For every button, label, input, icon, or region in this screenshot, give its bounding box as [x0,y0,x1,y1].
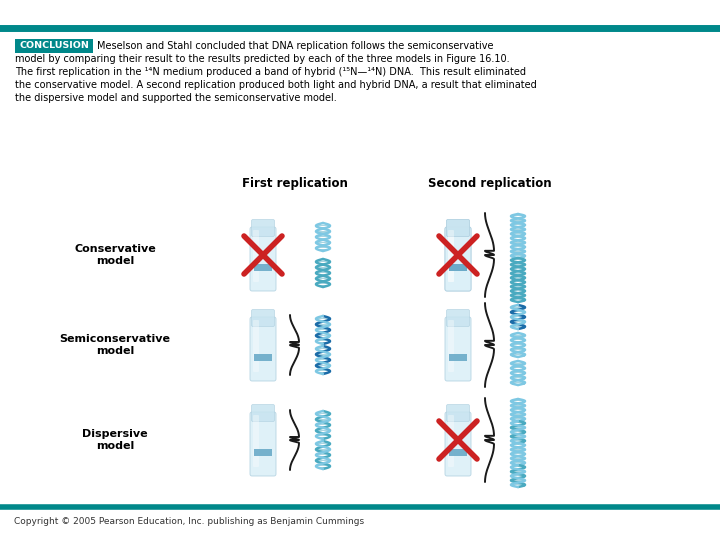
FancyBboxPatch shape [445,412,471,476]
FancyBboxPatch shape [449,449,467,456]
Text: Conservative
model: Conservative model [74,244,156,266]
FancyBboxPatch shape [251,309,274,327]
Text: Copyright © 2005 Pearson Education, Inc. publishing as Benjamin Cummings: Copyright © 2005 Pearson Education, Inc.… [14,517,364,526]
FancyBboxPatch shape [448,320,454,372]
FancyBboxPatch shape [250,317,276,381]
FancyBboxPatch shape [445,227,471,291]
FancyBboxPatch shape [446,404,469,422]
Text: Dispersive
model: Dispersive model [82,429,148,451]
FancyBboxPatch shape [446,219,469,237]
FancyBboxPatch shape [446,309,469,327]
FancyBboxPatch shape [254,354,272,361]
Text: First replication: First replication [242,177,348,190]
Text: Second replication: Second replication [428,177,552,190]
Text: the conservative model. A second replication produced both light and hybrid DNA,: the conservative model. A second replica… [15,80,536,90]
Text: The first replication in the ¹⁴N medium produced a band of hybrid (¹⁵N—¹⁴N) DNA.: The first replication in the ¹⁴N medium … [15,67,526,77]
Text: the dispersive model and supported the semiconservative model.: the dispersive model and supported the s… [15,93,337,103]
Text: Meselson and Stahl concluded that DNA replication follows the semiconservative: Meselson and Stahl concluded that DNA re… [97,41,493,51]
FancyBboxPatch shape [251,404,274,422]
FancyBboxPatch shape [445,317,471,381]
FancyBboxPatch shape [15,39,93,53]
FancyBboxPatch shape [445,227,471,291]
FancyBboxPatch shape [446,219,469,237]
FancyBboxPatch shape [254,449,272,456]
FancyBboxPatch shape [250,412,276,476]
FancyBboxPatch shape [448,415,454,467]
FancyBboxPatch shape [253,320,259,372]
FancyBboxPatch shape [254,264,272,271]
FancyBboxPatch shape [448,230,454,282]
FancyBboxPatch shape [448,230,454,282]
FancyBboxPatch shape [253,230,259,282]
FancyBboxPatch shape [449,264,467,271]
FancyBboxPatch shape [253,415,259,467]
Text: Semiconservative
model: Semiconservative model [60,334,171,356]
Text: CONCLUSION: CONCLUSION [19,42,89,51]
Text: model by comparing their result to the results predicted by each of the three mo: model by comparing their result to the r… [15,54,510,64]
FancyBboxPatch shape [250,227,276,291]
FancyBboxPatch shape [251,219,274,237]
FancyBboxPatch shape [449,354,467,361]
FancyBboxPatch shape [449,264,467,271]
